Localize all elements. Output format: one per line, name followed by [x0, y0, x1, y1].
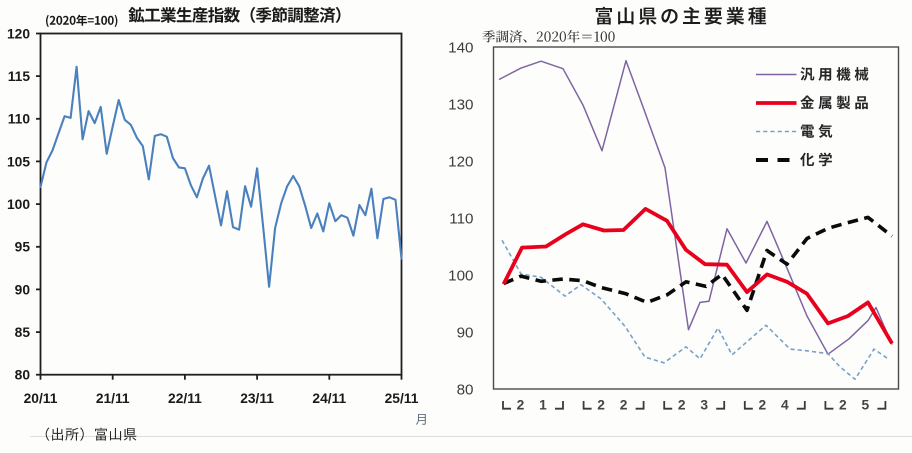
svg-text:110: 110 — [449, 211, 473, 228]
svg-text:5: 5 — [862, 398, 870, 413]
svg-text:20/11: 20/11 — [24, 391, 58, 406]
svg-text:80: 80 — [15, 368, 31, 383]
svg-text:130: 130 — [448, 97, 473, 114]
svg-text:90: 90 — [457, 325, 474, 342]
svg-text:2: 2 — [678, 398, 686, 413]
svg-text:115: 115 — [8, 69, 31, 84]
svg-text:21/11: 21/11 — [96, 391, 130, 406]
svg-text:1: 1 — [539, 398, 547, 413]
svg-text:2: 2 — [517, 398, 525, 413]
svg-text:95: 95 — [15, 240, 31, 255]
svg-text:85: 85 — [15, 325, 31, 340]
svg-text:2: 2 — [839, 398, 847, 413]
svg-text:100: 100 — [7, 197, 30, 212]
svg-text:2: 2 — [620, 398, 628, 413]
svg-text:22/11: 22/11 — [168, 391, 202, 406]
svg-text:120: 120 — [7, 26, 30, 41]
svg-text:2: 2 — [597, 398, 605, 413]
svg-text:4: 4 — [781, 398, 789, 413]
svg-text:90: 90 — [15, 282, 31, 297]
svg-text:23/11: 23/11 — [240, 391, 274, 406]
svg-text:105: 105 — [7, 154, 30, 169]
svg-text:110: 110 — [8, 112, 31, 127]
svg-text:100: 100 — [448, 268, 473, 285]
svg-text:2: 2 — [758, 398, 766, 413]
svg-text:24/11: 24/11 — [312, 391, 346, 406]
svg-text:140: 140 — [448, 40, 473, 57]
svg-text:120: 120 — [448, 154, 473, 171]
svg-text:80: 80 — [457, 382, 474, 399]
svg-text:25/11: 25/11 — [385, 391, 419, 406]
svg-text:3: 3 — [700, 398, 708, 413]
